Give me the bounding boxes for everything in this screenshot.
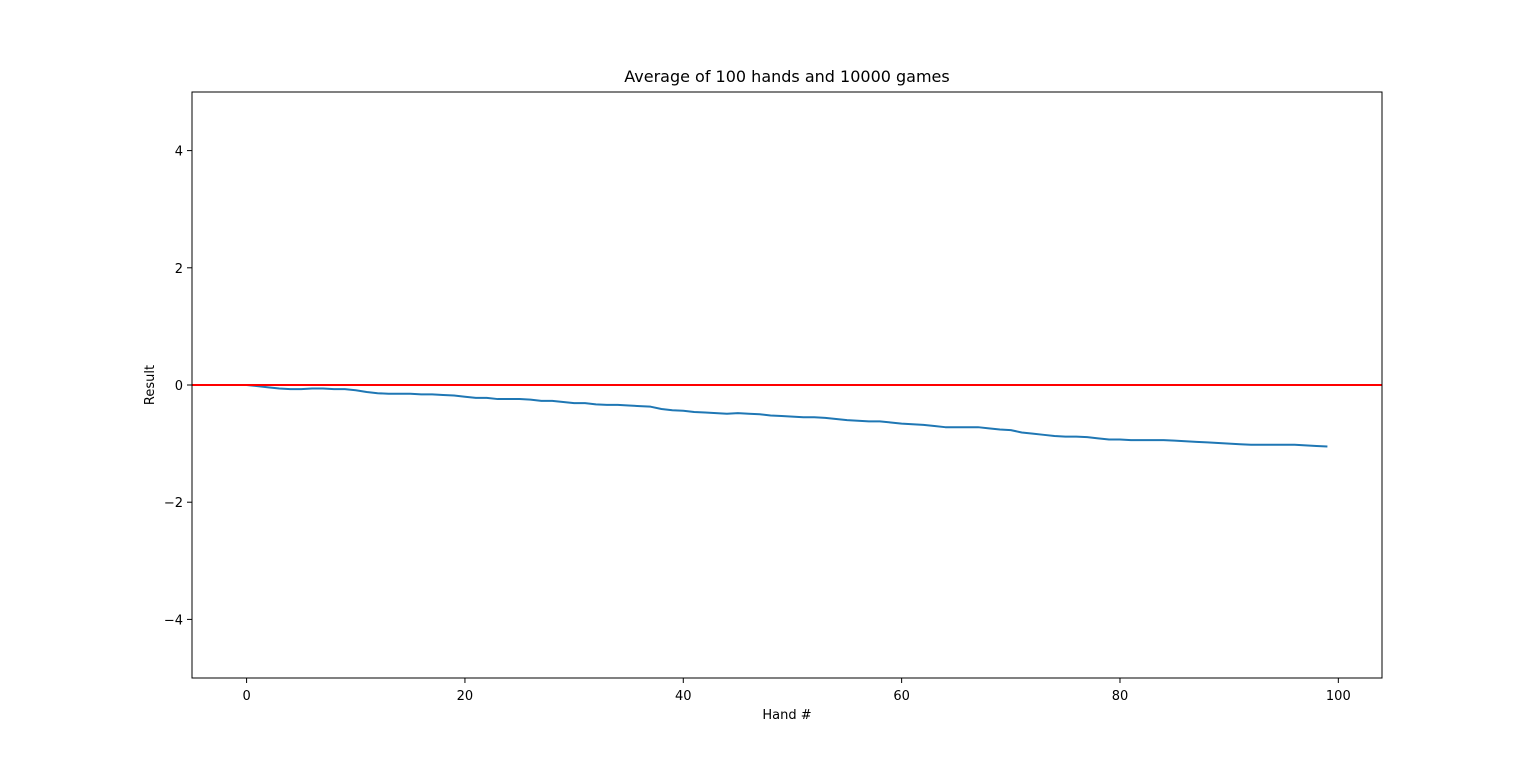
x-tick-label: 80 xyxy=(1112,689,1129,704)
y-tick-label: −4 xyxy=(164,613,183,628)
y-axis-label: Result xyxy=(143,365,158,405)
x-tick-label: 40 xyxy=(675,689,692,704)
y-tick-label: −2 xyxy=(164,496,183,511)
y-tick-label: 2 xyxy=(175,262,183,277)
x-axis: 0 20 40 60 80 100 xyxy=(242,678,1351,704)
series-line-0 xyxy=(246,384,1328,448)
x-tick-label: 20 xyxy=(457,689,474,704)
x-tick-label: 0 xyxy=(242,689,250,704)
x-tick-label: 100 xyxy=(1326,689,1351,704)
plot-contents xyxy=(192,384,1382,448)
x-axis-label: Hand # xyxy=(762,708,811,723)
y-axis: −4 −2 0 2 4 xyxy=(164,145,192,628)
y-tick-label: 4 xyxy=(175,145,183,160)
chart-title: Average of 100 hands and 10000 games xyxy=(624,67,949,86)
y-tick-label: 0 xyxy=(175,379,183,394)
x-tick-label: 60 xyxy=(893,689,910,704)
